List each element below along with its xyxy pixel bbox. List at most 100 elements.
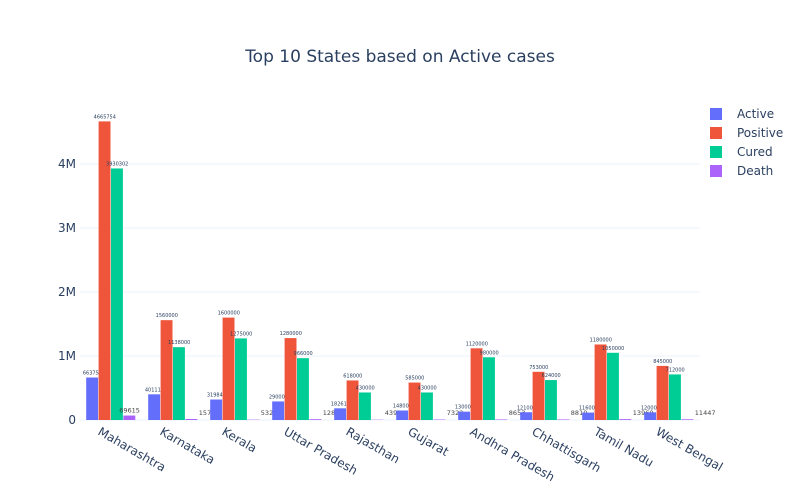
- legend-swatch: [710, 165, 722, 177]
- legend-swatch: [710, 108, 722, 120]
- bar-active[interactable]: [520, 412, 533, 420]
- bar-value-label: 1275000: [230, 331, 252, 337]
- bar-positive[interactable]: [656, 365, 669, 420]
- bar-value-label: 15794: [199, 409, 220, 417]
- bar-value-label: 1560000: [156, 313, 178, 319]
- y-tick-label: 3M: [58, 221, 76, 235]
- bar-value-label: 1120000: [466, 341, 488, 347]
- y-tick-label: 1M: [58, 349, 76, 363]
- bar-positive[interactable]: [160, 320, 173, 420]
- bar-value-label: 12874: [323, 409, 344, 417]
- bar-death[interactable]: [123, 415, 136, 420]
- bar-active[interactable]: [458, 411, 471, 420]
- bar-value-label: 8810: [571, 409, 588, 417]
- y-tick-label: 4M: [58, 157, 76, 171]
- x-tick-label: Rajasthan: [344, 424, 403, 466]
- bar-value-label: 712000: [666, 367, 685, 373]
- legend-item-active[interactable]: Active: [710, 107, 774, 121]
- bar-positive[interactable]: [594, 344, 607, 420]
- bar-active[interactable]: [272, 401, 285, 420]
- legend-swatch: [710, 127, 722, 139]
- bar-value-label: 624000: [542, 373, 561, 379]
- legend-label: Positive: [737, 126, 783, 140]
- bar-value-label: 753000: [529, 365, 548, 371]
- bar-value-label: 430000: [418, 385, 437, 391]
- bar-value-label: 585000: [405, 376, 424, 382]
- bar-death[interactable]: [619, 419, 632, 420]
- bar-positive[interactable]: [408, 382, 421, 420]
- bar-value-label: 130000: [455, 405, 474, 411]
- bar-active[interactable]: [86, 377, 99, 420]
- legend-label: Active: [737, 107, 774, 121]
- bar-active[interactable]: [396, 410, 409, 420]
- bar-positive[interactable]: [346, 380, 359, 420]
- bar-value-label: 4396: [385, 409, 402, 417]
- bar-death[interactable]: [185, 418, 198, 420]
- y-axis: 0 1M 2M 3M 4M: [58, 157, 76, 427]
- x-tick-label: Kerala: [220, 424, 260, 455]
- bar-value-label: 980000: [480, 350, 499, 356]
- bar-value-label: 1600000: [218, 311, 240, 317]
- y-tick-label: 2M: [58, 285, 76, 299]
- x-tick-label: Maharashtra: [96, 424, 169, 474]
- bar-value-label: 319841: [207, 393, 226, 399]
- bar-cured[interactable]: [545, 380, 557, 420]
- bar-value-label: 3930302: [106, 161, 128, 167]
- legend-item-positive[interactable]: Positive: [710, 126, 783, 140]
- bar-active[interactable]: [334, 408, 347, 420]
- bar-value-label: 1050000: [602, 346, 624, 352]
- bar-value-label: 11447: [695, 409, 716, 417]
- bar-value-label: 8653: [509, 409, 526, 417]
- bar-cured[interactable]: [669, 374, 681, 420]
- bar-positive[interactable]: [222, 317, 235, 420]
- legend-item-cured[interactable]: Cured: [710, 145, 773, 159]
- y-tick-label: 0: [68, 413, 76, 427]
- legend[interactable]: Active Positive Cured Death: [710, 107, 783, 178]
- bar-death[interactable]: [309, 419, 322, 420]
- x-tick-label: Gujarat: [406, 424, 452, 459]
- bar-value-label: 430000: [356, 385, 375, 391]
- bar-cured[interactable]: [359, 392, 371, 420]
- bar-value-label: 13960: [633, 409, 654, 417]
- bar-active[interactable]: [582, 412, 595, 420]
- bar-active[interactable]: [210, 399, 223, 420]
- bar-positive[interactable]: [284, 338, 297, 420]
- bar-death[interactable]: [557, 419, 570, 420]
- bar-cured[interactable]: [235, 338, 247, 420]
- bar-cured[interactable]: [173, 347, 185, 420]
- bar-value-label: 1280000: [280, 331, 302, 337]
- bar-active[interactable]: [148, 394, 161, 420]
- bar-cured[interactable]: [607, 352, 619, 420]
- bar-death[interactable]: [495, 419, 508, 420]
- bar-positive[interactable]: [532, 371, 545, 420]
- legend-item-death[interactable]: Death: [710, 164, 773, 178]
- legend-swatch: [710, 146, 722, 158]
- bar-death[interactable]: [681, 419, 694, 420]
- bar-value-label: 290000: [269, 394, 288, 400]
- bar-value-label: 69615: [119, 407, 140, 415]
- bar-positive[interactable]: [470, 348, 483, 420]
- bar-value-label: 966000: [294, 351, 313, 357]
- bar-value-label: 120000: [641, 405, 660, 411]
- bar-cured[interactable]: [421, 392, 433, 420]
- bar-value-label: 121000: [517, 405, 536, 411]
- bar-value-label: 4665754: [94, 114, 116, 120]
- bar-value-label: 148000: [393, 404, 412, 410]
- bar-value-label: 401112: [145, 387, 164, 393]
- bar-cured[interactable]: [483, 357, 495, 420]
- bar-value-label: 182610: [331, 401, 350, 407]
- bar-positive[interactable]: [98, 121, 111, 420]
- bar-cured[interactable]: [111, 168, 123, 420]
- bar-value-label: 7322: [447, 409, 464, 417]
- bars: 663758 4665754 3930302 69615 401112 1560000 11…: [83, 114, 716, 420]
- bar-cured[interactable]: [297, 358, 309, 420]
- legend-label: Death: [737, 164, 773, 178]
- chart-title: Top 10 States based on Active cases: [244, 47, 555, 67]
- legend-label: Cured: [737, 145, 773, 159]
- bar-value-label: 663758: [83, 371, 102, 377]
- bar-value-label: 116000: [579, 406, 598, 412]
- bar-value-label: 618000: [343, 373, 362, 379]
- bar-active[interactable]: [644, 412, 657, 420]
